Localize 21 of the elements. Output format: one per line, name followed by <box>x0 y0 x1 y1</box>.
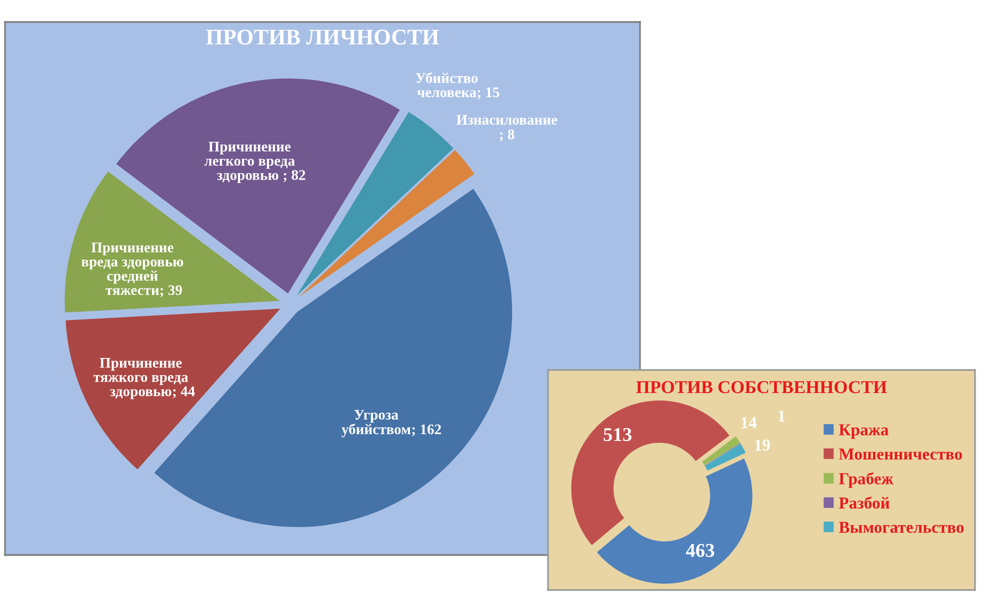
data-label: ; 82 <box>283 170 306 182</box>
data-label: ; 44 <box>172 386 195 398</box>
slice-label: Угроза убийством <box>342 410 411 438</box>
slice-label: Изнасилование <box>456 115 558 125</box>
slice-label: Убийство человека <box>416 72 478 98</box>
legend-label: Вымогательство <box>838 522 964 533</box>
data-label: 513 <box>604 428 632 442</box>
data-label: ; 162 <box>412 424 441 436</box>
legend-label: Мошенничество <box>838 448 962 460</box>
data-label: ; 39 <box>160 285 182 298</box>
data-label: ; 8 <box>500 129 514 142</box>
legend-label: Грабеж <box>838 472 894 488</box>
chart-title: ПРОТИВ СОБСТВЕННОСТИ <box>636 381 887 394</box>
data-label: 1 <box>778 410 785 422</box>
data-label: 14 <box>742 417 757 428</box>
legend-label: Кража <box>838 424 889 439</box>
data-label: 463 <box>686 544 714 557</box>
chart-title: ПРОТИВ ЛИЧНОСТИ <box>206 30 439 45</box>
legend-label: Разбой <box>838 496 890 509</box>
data-label: 19 <box>755 440 770 451</box>
data-label: ; 15 <box>477 87 500 100</box>
